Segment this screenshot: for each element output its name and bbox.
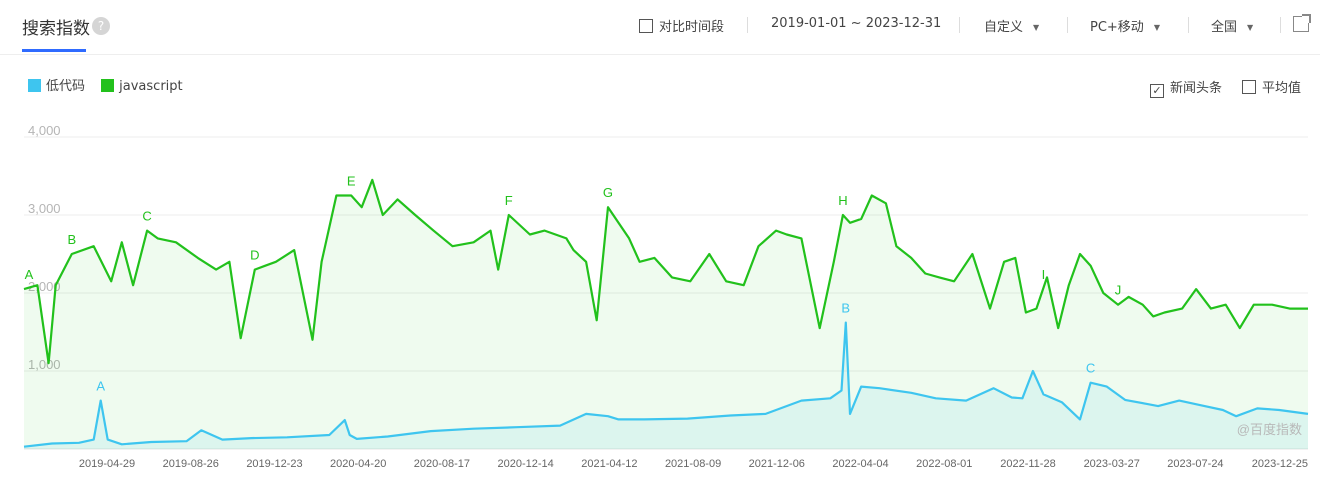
checkbox-checked-icon[interactable]: ✓ bbox=[1150, 84, 1164, 98]
x-tick-label: 2021-12-06 bbox=[749, 458, 805, 470]
news-annotation-label: H bbox=[838, 193, 847, 208]
range-mode-label: 自定义 bbox=[984, 20, 1024, 35]
news-annotation-label: G bbox=[603, 185, 613, 200]
legend-item-lowcode[interactable]: 低代码 bbox=[28, 75, 85, 94]
divider bbox=[959, 17, 960, 33]
y-tick-label: 4,000 bbox=[28, 123, 61, 138]
x-tick-label: 2019-08-26 bbox=[163, 458, 219, 470]
range-mode-dropdown[interactable]: 自定义 ▼ bbox=[984, 16, 1039, 35]
series-line-lowcode bbox=[23, 321, 1309, 448]
compare-period-label: 对比时间段 bbox=[659, 20, 725, 35]
y-tick-label: 1,000 bbox=[28, 357, 61, 372]
region-dropdown[interactable]: 全国 ▼ bbox=[1211, 16, 1253, 35]
divider bbox=[1188, 17, 1189, 33]
legend-label: 低代码 bbox=[46, 79, 86, 94]
x-tick-label: 2019-04-29 bbox=[79, 458, 135, 470]
header-bar: 搜索指数 ? 对比时间段 2019-01-01 ~ 2023-12-31 自定义… bbox=[0, 0, 1320, 55]
news-annotation-label: B bbox=[841, 301, 850, 316]
active-tab-underline bbox=[22, 49, 86, 52]
news-annotation-label: C bbox=[142, 209, 151, 224]
y-tick-label: 2,000 bbox=[28, 279, 61, 294]
help-icon[interactable]: ? bbox=[92, 17, 110, 35]
device-dropdown[interactable]: PC+移动 ▼ bbox=[1090, 16, 1160, 35]
watermark: @百度指数 bbox=[1237, 422, 1302, 437]
divider bbox=[1280, 17, 1281, 33]
chart-legend: 低代码 javascript bbox=[28, 75, 195, 94]
divider bbox=[1067, 17, 1068, 33]
news-headlines-label: 新闻头条 bbox=[1170, 81, 1223, 96]
average-label: 平均值 bbox=[1262, 81, 1302, 96]
legend-swatch bbox=[101, 79, 115, 92]
news-annotation-label: F bbox=[505, 193, 513, 208]
news-headlines-toggle[interactable]: ✓ 新闻头条 bbox=[1150, 77, 1222, 98]
region-label: 全国 bbox=[1211, 20, 1238, 35]
news-annotation-label: A bbox=[25, 267, 34, 282]
x-tick-label: 2021-08-09 bbox=[665, 458, 721, 470]
series-line-javascript bbox=[23, 178, 1308, 365]
news-annotation-label: J bbox=[1115, 283, 1122, 298]
x-tick-label: 2020-12-14 bbox=[497, 458, 553, 470]
news-annotation-label: D bbox=[250, 248, 259, 263]
compare-period-toggle[interactable]: 对比时间段 bbox=[639, 16, 724, 35]
news-annotation-label: B bbox=[68, 232, 77, 247]
legend-label: javascript bbox=[119, 79, 183, 94]
x-tick-label: 2019-12-23 bbox=[246, 458, 302, 470]
news-annotation-label: E bbox=[347, 174, 356, 189]
device-label: PC+移动 bbox=[1090, 20, 1144, 35]
divider bbox=[747, 17, 748, 33]
series-area-lowcode bbox=[24, 322, 1308, 449]
x-tick-label: 2023-03-27 bbox=[1084, 458, 1140, 470]
average-toggle[interactable]: 平均值 bbox=[1242, 77, 1301, 96]
news-annotation-label: A bbox=[96, 379, 105, 394]
x-tick-label: 2022-08-01 bbox=[916, 458, 972, 470]
checkbox-icon[interactable] bbox=[639, 19, 653, 33]
external-link-icon[interactable] bbox=[1293, 14, 1311, 32]
news-annotation-label: C bbox=[1086, 361, 1095, 376]
x-tick-label: 2022-04-04 bbox=[832, 458, 888, 470]
legend-item-javascript[interactable]: javascript bbox=[101, 79, 183, 94]
x-tick-label: 2022-11-28 bbox=[1000, 458, 1055, 470]
caret-down-icon: ▼ bbox=[1153, 23, 1160, 32]
news-annotation-label: I bbox=[1042, 267, 1046, 282]
x-tick-label: 2023-12-25 bbox=[1252, 458, 1308, 470]
x-tick-label: 2020-04-20 bbox=[330, 458, 386, 470]
page-title: 搜索指数 bbox=[22, 19, 90, 39]
date-range[interactable]: 2019-01-01 ~ 2023-12-31 bbox=[771, 16, 942, 31]
legend-swatch bbox=[28, 79, 41, 92]
series-area-javascript bbox=[24, 179, 1308, 449]
y-tick-label: 3,000 bbox=[28, 201, 61, 216]
caret-down-icon: ▼ bbox=[1247, 23, 1254, 32]
checkbox-icon[interactable] bbox=[1242, 80, 1256, 94]
x-tick-label: 2020-08-17 bbox=[414, 458, 470, 470]
x-tick-label: 2023-07-24 bbox=[1167, 458, 1223, 470]
caret-down-icon: ▼ bbox=[1033, 23, 1040, 32]
x-tick-label: 2021-04-12 bbox=[581, 458, 637, 470]
